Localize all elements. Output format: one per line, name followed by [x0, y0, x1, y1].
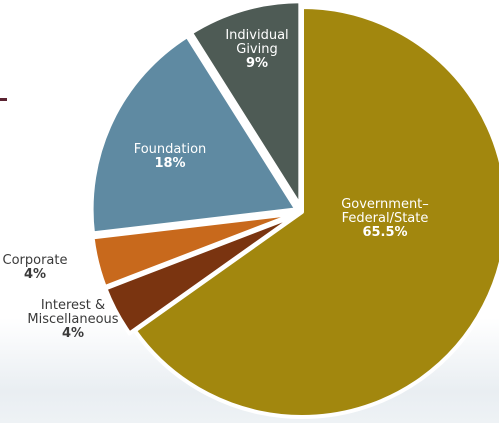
slice-label: Interest & Miscellaneous 4%	[27, 298, 118, 341]
slice-category-label: Foundation	[134, 142, 207, 157]
left-accent-mark	[0, 98, 7, 101]
slice-value-label: 9%	[246, 56, 268, 71]
slice-category-label: Government–	[341, 197, 429, 212]
pie-slice-individual-giving	[188, 0, 303, 209]
slice-category-label: Corporate	[3, 253, 68, 268]
pie-slice-corporate	[90, 211, 299, 290]
slice-label: Corporate 4%	[3, 253, 68, 282]
slice-category-label: Miscellaneous	[27, 312, 118, 327]
slice-value-label: 4%	[24, 267, 46, 282]
slice-label: Individual Giving 9%	[225, 28, 288, 71]
slice-category-label: Interest &	[41, 298, 105, 313]
slice-value-label: 65.5%	[362, 225, 407, 240]
slice-category-label: Individual	[225, 28, 288, 43]
slice-category-label: Giving	[236, 42, 277, 57]
slice-label: Foundation 18%	[134, 142, 207, 171]
pie-slice-foundation	[89, 34, 299, 236]
slice-value-label: 18%	[154, 156, 185, 171]
slice-value-label: 4%	[62, 326, 84, 341]
pie-slice-government-federal-state	[132, 5, 499, 419]
slice-category-label: Federal/State	[342, 211, 429, 226]
slice-label: Government– Federal/State 65.5%	[341, 197, 429, 240]
